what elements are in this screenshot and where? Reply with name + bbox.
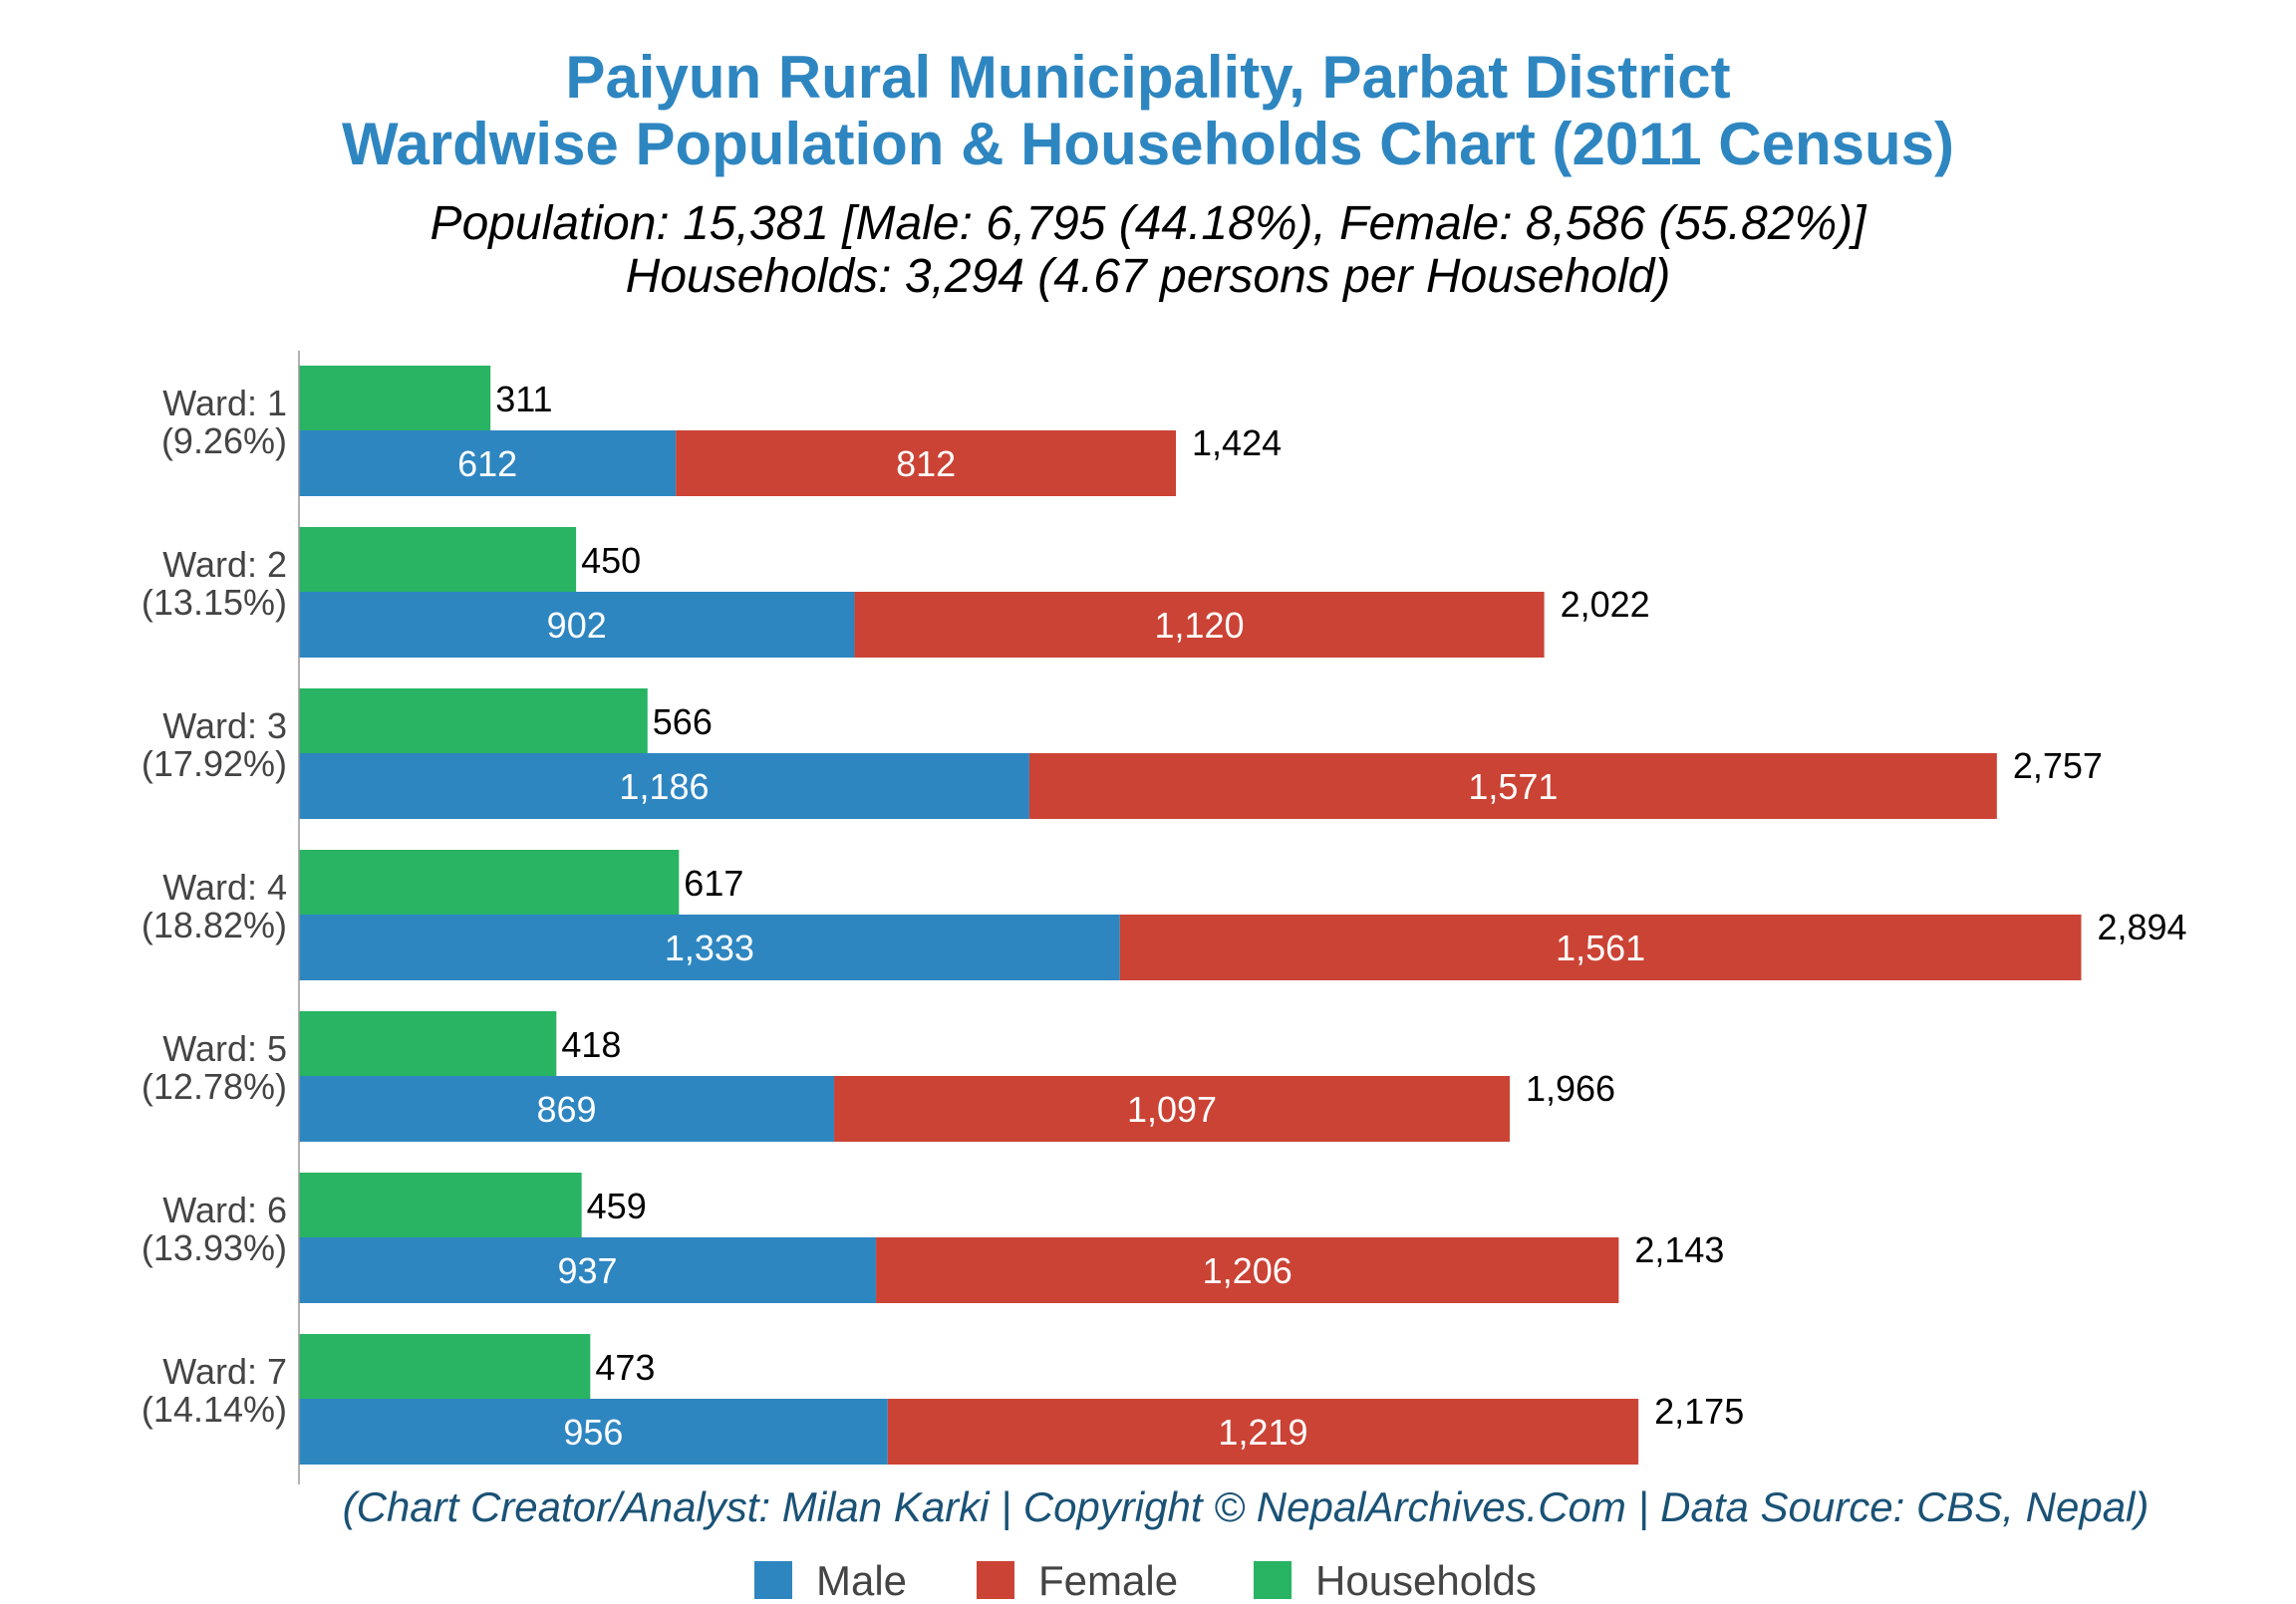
legend-label-female: Female xyxy=(1038,1557,1178,1604)
male-bar xyxy=(299,915,1120,980)
ward-label: Ward: 4 xyxy=(162,867,287,908)
male-bar xyxy=(299,592,855,658)
female-value-label: 1,120 xyxy=(1154,605,1244,646)
ward-share-label: (9.26%) xyxy=(161,420,287,461)
total-value-label: 1,966 xyxy=(1526,1068,1615,1109)
total-value-label: 2,175 xyxy=(1654,1391,1744,1432)
households-value-label: 473 xyxy=(595,1347,655,1388)
male-value-label: 902 xyxy=(547,605,607,646)
legend-label-male: Male xyxy=(816,1557,907,1604)
male-bar xyxy=(299,753,1029,819)
households-bar xyxy=(299,1011,557,1076)
legend-swatch-female xyxy=(977,1561,1014,1599)
ward-share-label: (12.78%) xyxy=(142,1066,287,1107)
households-value-label: 566 xyxy=(653,701,713,742)
households-bar xyxy=(299,850,680,915)
ward-share-label: (17.92%) xyxy=(142,743,287,784)
ward-share-label: (13.93%) xyxy=(142,1227,287,1268)
female-value-label: 1,219 xyxy=(1218,1412,1307,1453)
ward-share-label: (14.14%) xyxy=(142,1389,287,1430)
legend: Male Female Households xyxy=(754,1557,1537,1604)
female-value-label: 812 xyxy=(896,443,956,484)
male-value-label: 869 xyxy=(536,1089,596,1130)
households-bar xyxy=(299,527,577,592)
chart-footer-credit: (Chart Creator/Analyst: Milan Karki | Co… xyxy=(343,1483,2150,1531)
male-value-label: 956 xyxy=(563,1412,623,1453)
households-bar xyxy=(299,1334,591,1399)
female-bar xyxy=(676,430,1177,496)
female-value-label: 1,561 xyxy=(1556,928,1645,968)
female-value-label: 1,571 xyxy=(1468,766,1558,807)
households-bar xyxy=(299,366,491,430)
female-bar xyxy=(876,1237,1619,1303)
ward-label: Ward: 6 xyxy=(162,1190,287,1230)
ward-share-label: (13.15%) xyxy=(142,582,287,623)
ward-label: Ward: 7 xyxy=(162,1351,287,1392)
total-value-label: 1,424 xyxy=(1192,422,1282,463)
male-value-label: 612 xyxy=(457,443,517,484)
female-value-label: 1,206 xyxy=(1203,1250,1292,1291)
female-value-label: 1,097 xyxy=(1127,1089,1217,1130)
ward-label: Ward: 3 xyxy=(162,705,287,746)
households-bar xyxy=(299,688,648,753)
ward-label: Ward: 1 xyxy=(162,383,287,423)
total-value-label: 2,894 xyxy=(2097,907,2186,947)
chart-subtitle-line-2: Households: 3,294 (4.67 persons per Hous… xyxy=(626,250,1671,303)
total-value-label: 2,143 xyxy=(1634,1229,1724,1270)
ward-share-label: (18.82%) xyxy=(142,905,287,945)
male-value-label: 1,186 xyxy=(619,766,709,807)
households-value-label: 450 xyxy=(581,540,641,581)
households-bar xyxy=(299,1173,582,1237)
households-value-label: 617 xyxy=(684,863,743,904)
ward-label: Ward: 2 xyxy=(162,544,287,585)
female-bar xyxy=(1119,915,2082,980)
households-value-label: 311 xyxy=(495,379,552,419)
female-bar xyxy=(854,592,1545,658)
legend-swatch-male xyxy=(754,1561,792,1599)
male-bar xyxy=(299,1237,877,1303)
households-value-label: 418 xyxy=(561,1024,621,1065)
ward-label: Ward: 5 xyxy=(162,1028,287,1069)
chart-title-line-2: Wardwise Population & Households Chart (… xyxy=(342,111,1954,177)
chart-title-line-1: Paiyun Rural Municipality, Parbat Distri… xyxy=(565,44,1730,111)
total-value-label: 2,757 xyxy=(2013,745,2103,786)
female-bar xyxy=(834,1076,1510,1142)
male-value-label: 937 xyxy=(557,1250,617,1291)
female-bar xyxy=(1028,753,1997,819)
chart-subtitle-line-1: Population: 15,381 [Male: 6,795 (44.18%)… xyxy=(430,197,1868,250)
male-bar xyxy=(299,1076,835,1142)
legend-swatch-households xyxy=(1254,1561,1292,1599)
male-value-label: 1,333 xyxy=(665,928,754,968)
male-bar xyxy=(299,430,677,496)
male-bar xyxy=(299,1399,888,1465)
legend-label-households: Households xyxy=(1315,1557,1537,1604)
bars-group: Ward: 1(9.26%) 311 612 812 1,424 Ward: 2(13.1… xyxy=(142,366,2187,1465)
households-value-label: 459 xyxy=(587,1186,647,1226)
female-bar xyxy=(887,1399,1639,1465)
total-value-label: 2,022 xyxy=(1561,584,1650,625)
